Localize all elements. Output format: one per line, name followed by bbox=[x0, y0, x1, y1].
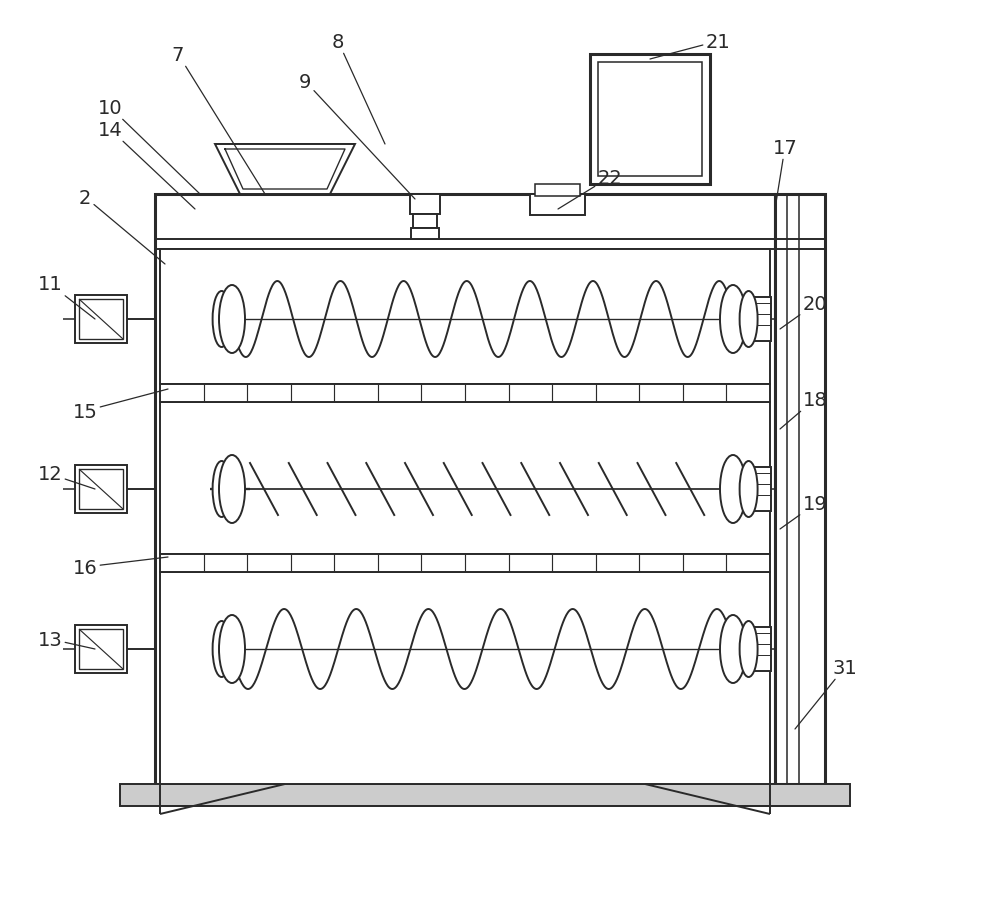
Bar bbox=[530, 195, 585, 216]
Text: 22: 22 bbox=[558, 169, 622, 210]
Bar bbox=[75, 296, 127, 344]
Bar bbox=[160, 402, 770, 555]
Ellipse shape bbox=[720, 286, 746, 354]
Ellipse shape bbox=[740, 621, 758, 677]
Bar bbox=[75, 465, 127, 513]
Bar bbox=[743, 467, 771, 511]
Ellipse shape bbox=[740, 462, 758, 518]
Bar bbox=[160, 384, 770, 402]
Bar bbox=[535, 185, 580, 197]
Bar bbox=[79, 299, 123, 340]
Bar bbox=[79, 630, 123, 669]
Bar bbox=[160, 555, 770, 573]
Bar bbox=[598, 63, 702, 177]
Text: 11: 11 bbox=[38, 275, 95, 319]
Bar bbox=[743, 298, 771, 342]
Text: 8: 8 bbox=[332, 32, 385, 145]
Bar bbox=[410, 195, 440, 215]
Bar bbox=[590, 55, 710, 185]
Ellipse shape bbox=[219, 615, 245, 683]
Text: 7: 7 bbox=[172, 45, 265, 195]
Text: 31: 31 bbox=[795, 658, 857, 729]
Text: 14: 14 bbox=[98, 120, 195, 210]
Ellipse shape bbox=[213, 291, 231, 347]
Bar bbox=[79, 469, 123, 510]
Ellipse shape bbox=[219, 286, 245, 354]
Text: 13: 13 bbox=[38, 630, 95, 649]
Text: 9: 9 bbox=[299, 72, 415, 199]
Text: 2: 2 bbox=[79, 189, 165, 264]
Bar bbox=[120, 784, 850, 806]
Ellipse shape bbox=[740, 291, 758, 347]
Ellipse shape bbox=[219, 456, 245, 523]
Text: 16: 16 bbox=[73, 557, 168, 577]
Text: 12: 12 bbox=[38, 465, 95, 490]
Text: 20: 20 bbox=[780, 295, 827, 329]
Text: 21: 21 bbox=[650, 32, 730, 60]
Ellipse shape bbox=[720, 456, 746, 523]
Bar bbox=[75, 625, 127, 673]
Bar bbox=[155, 195, 775, 784]
Polygon shape bbox=[215, 145, 355, 195]
Text: 15: 15 bbox=[73, 390, 168, 421]
Bar bbox=[160, 250, 770, 384]
Text: 17: 17 bbox=[773, 138, 797, 210]
Ellipse shape bbox=[213, 462, 231, 518]
Ellipse shape bbox=[720, 615, 746, 683]
Bar bbox=[775, 195, 825, 784]
Bar bbox=[743, 627, 771, 671]
Bar bbox=[413, 215, 437, 228]
Text: 19: 19 bbox=[780, 495, 827, 529]
Text: 18: 18 bbox=[780, 390, 827, 429]
Bar bbox=[160, 573, 770, 784]
Bar bbox=[411, 228, 439, 240]
Text: 10: 10 bbox=[98, 98, 200, 195]
Ellipse shape bbox=[213, 621, 231, 677]
